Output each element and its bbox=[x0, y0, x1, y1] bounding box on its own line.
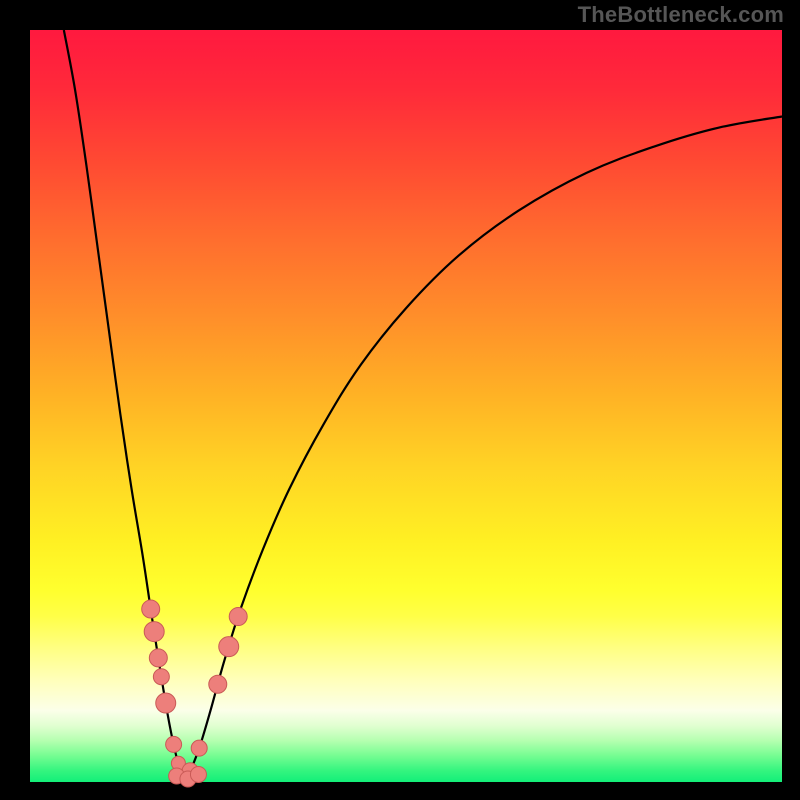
marker-point bbox=[156, 693, 176, 713]
marker-point bbox=[166, 736, 182, 752]
marker-point bbox=[209, 675, 227, 693]
marker-point bbox=[153, 669, 169, 685]
bottleneck-chart bbox=[0, 0, 800, 800]
marker-point bbox=[149, 649, 167, 667]
marker-point bbox=[190, 766, 206, 782]
marker-point bbox=[142, 600, 160, 618]
marker-point bbox=[229, 608, 247, 626]
plot-background bbox=[30, 30, 782, 782]
marker-point bbox=[219, 637, 239, 657]
watermark-text: TheBottleneck.com bbox=[578, 2, 784, 28]
marker-point bbox=[144, 622, 164, 642]
marker-point bbox=[191, 740, 207, 756]
